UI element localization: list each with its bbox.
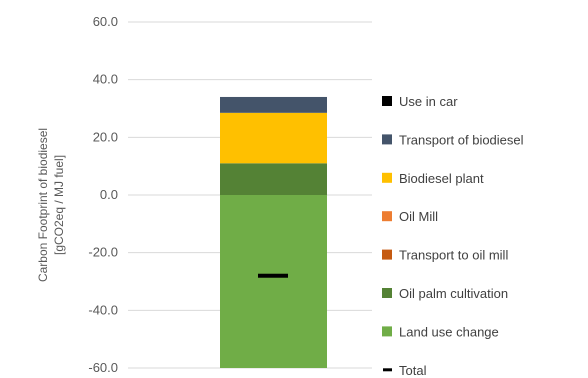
y-tick-label: -20.0 xyxy=(88,245,118,260)
y-axis-label: Carbon Footprint of biodiesel [gCO2eq / M… xyxy=(36,128,66,282)
legend-swatch-transport-of-biodiesel xyxy=(382,134,392,145)
legend-swatch-oil-mill xyxy=(382,211,392,222)
total-marker xyxy=(258,273,288,278)
y-tick-label: 0.0 xyxy=(100,187,118,202)
y-tick-label: -40.0 xyxy=(88,302,118,317)
y-tick-label: 40.0 xyxy=(93,72,118,87)
legend-swatch-use-in-car xyxy=(382,96,392,106)
legend-label-transport-to-oil-mill: Transport to oil mill xyxy=(399,248,508,263)
bar-segment-oil-palm-cultivation xyxy=(220,163,327,195)
legend-label-use-in-car: Use in car xyxy=(399,94,458,109)
y-tick-label: 20.0 xyxy=(93,129,118,144)
legend-label-oil-palm-cultivation: Oil palm cultivation xyxy=(399,286,508,301)
legend-label-oil-mill: Oil Mill xyxy=(399,209,438,224)
legend-swatch-oil-palm-cultivation xyxy=(382,288,392,298)
legend-label-total: Total xyxy=(399,363,427,378)
y-tick-labels: 60.0 40.0 20.0 0.0 -20.0 -40.0 -60.0 xyxy=(88,14,118,375)
bar-layer xyxy=(220,96,327,368)
legend-label-biodiesel-plant: Biodiesel plant xyxy=(399,171,484,186)
bar-segment-land-use-change xyxy=(220,195,327,368)
legend-swatch-biodiesel-plant xyxy=(382,172,392,183)
y-tick-label: -60.0 xyxy=(88,360,118,375)
legend-swatch-transport-to-oil-mill xyxy=(382,249,392,260)
y-tick-label: 60.0 xyxy=(93,14,118,29)
bar-segment-biodiesel-plant xyxy=(220,112,327,164)
legend-label-land-use-change: Land use change xyxy=(399,324,499,339)
bar-segment-transport-of-biodiesel xyxy=(220,96,327,113)
legend: Use in car Transport of biodiesel Biodiese… xyxy=(382,94,524,378)
legend-swatch-total xyxy=(383,368,392,372)
legend-label-transport-of-biodiesel: Transport of biodiesel xyxy=(399,132,524,147)
legend-swatch-land-use-change xyxy=(382,326,392,337)
